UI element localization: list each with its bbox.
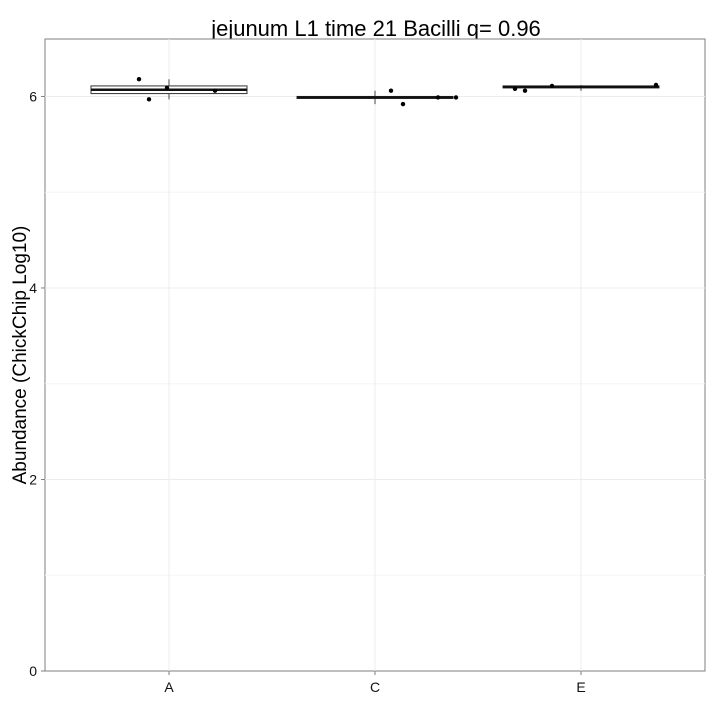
data-point xyxy=(136,77,142,82)
x-tick-label: E xyxy=(576,679,585,695)
data-point xyxy=(388,88,394,93)
x-tick-label: C xyxy=(370,679,380,695)
y-tick-label: 6 xyxy=(29,88,37,104)
data-point xyxy=(146,97,152,102)
data-point xyxy=(549,83,555,89)
data-point xyxy=(522,88,528,93)
data-point xyxy=(164,85,170,91)
y-tick-label: 0 xyxy=(29,663,37,679)
y-axis-label: Abundance (ChickChip Log10) xyxy=(10,226,31,485)
data-point xyxy=(653,82,659,88)
y-tick-label: 4 xyxy=(29,280,37,296)
y-tick-label: 2 xyxy=(29,471,37,487)
x-tick-label: A xyxy=(164,679,174,695)
data-point xyxy=(453,95,459,100)
data-point xyxy=(435,95,441,100)
data-point xyxy=(512,86,518,91)
plot-layer: 0 2 4 6 A C E xyxy=(29,38,706,695)
data-point xyxy=(212,88,218,93)
data-point xyxy=(400,101,406,107)
chart-title: jejunum L1 time 21 Bacilli q= 0.96 xyxy=(210,16,541,41)
